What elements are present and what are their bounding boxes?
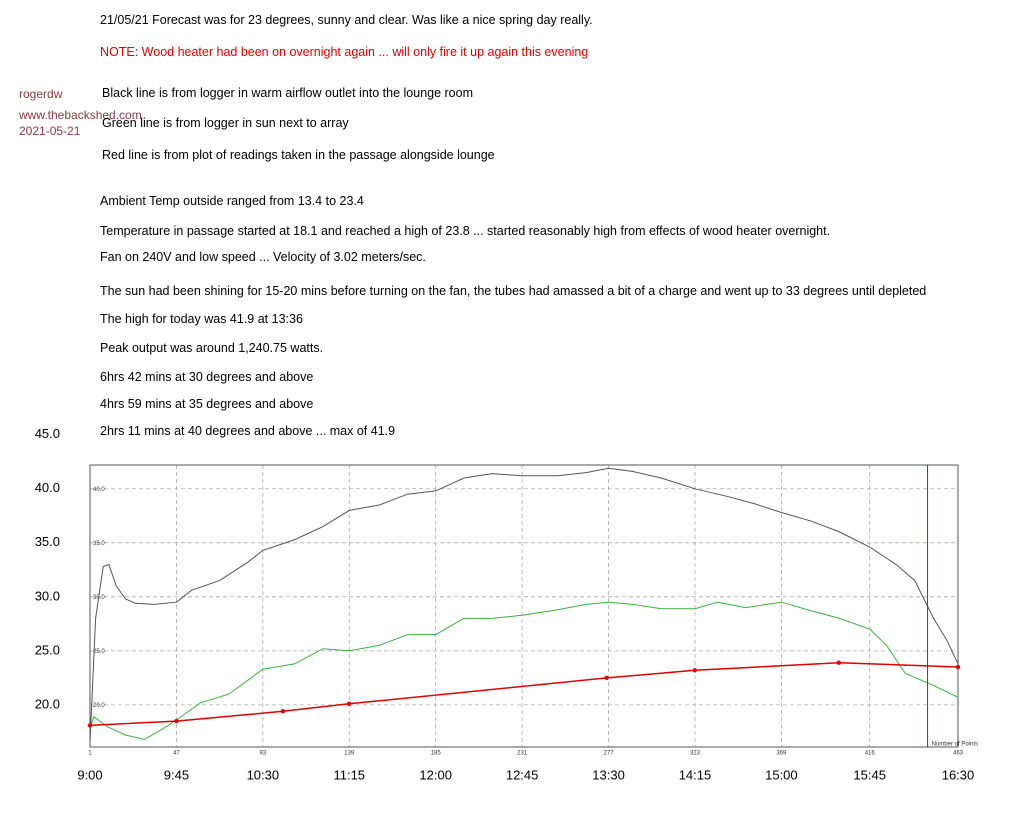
inner-x-tick-label: 185 [431,751,442,757]
series-line [89,661,959,727]
inner-x-tick-label: 47 [173,751,180,757]
y-tick-label: 40.0 [35,480,60,495]
inner-y-tick-label: 25.0 [93,649,105,655]
series-point [174,718,179,724]
y-tick-label: 45.0 [35,426,60,441]
inner-y-tick-label: 20.0 [93,703,105,709]
inner-x-tick-label: 369 [776,751,787,757]
note-line: Peak output was around 1,240.75 watts. [100,341,324,355]
inner-x-tick-label: 416 [865,751,876,757]
note-line: Ambient Temp outside ranged from 13.4 to… [100,194,364,208]
series-point [836,660,842,665]
note-line: Temperature in passage started at 18.1 a… [100,224,831,238]
inner-y-tick-label: 40.0 [93,487,105,493]
post-site[interactable]: www.thebackshed.com [19,108,142,122]
time-label: 13:30 [592,767,625,782]
y-tick-label: 30.0 [35,588,60,603]
series-line [89,601,959,740]
inner-x-tick-label: 1 [88,751,92,757]
inner-y-tick-label: 30.0 [93,595,105,601]
plot-frame [89,464,959,748]
time-label: 12:00 [419,767,452,782]
note-line: Black line is from logger in warm airflo… [102,86,474,100]
time-label: 9:45 [164,767,189,782]
note-line: The high for today was 41.9 at 13:36 [100,312,303,326]
time-label: 14:15 [679,767,712,782]
time-label: 11:15 [333,767,365,782]
inner-x-tick-label: 139 [344,751,355,757]
note-line: The sun had been shining for 15-20 mins … [100,284,927,298]
series-line [89,467,959,743]
note-line: 21/05/21 Forecast was for 23 degrees, su… [100,13,593,27]
inner-x-tick-label: 277 [604,751,615,757]
y-tick-label: 25.0 [35,642,60,657]
note-line: Green line is from logger in sun next to… [102,116,349,130]
inner-y-tick-label: 35.0 [93,541,105,547]
series-point [955,664,961,670]
time-label: 15:45 [853,767,886,782]
note-line: 4hrs 59 mins at 35 degrees and above [100,397,314,411]
inner-x-tick-label: 93 [260,751,267,757]
post-date: 2021-05-21 [19,124,81,138]
series-point [346,701,352,706]
note-line: Fan on 240V and low speed ... Velocity o… [100,250,426,264]
y-tick-label: 20.0 [35,696,60,711]
series-point [87,723,93,728]
series-point [692,668,697,673]
time-label: 16:30 [942,767,975,782]
note-line: NOTE: Wood heater had been on overnight … [100,45,589,59]
inner-x-tick-label: 463 [953,751,964,757]
post-author[interactable]: rogerdw [19,87,63,101]
series-point [604,675,609,681]
y-tick-label: 35.0 [35,534,60,549]
note-line: 6hrs 42 mins at 30 degrees and above [100,370,314,384]
x-axis-label: Number of Points [932,742,978,748]
series-point [280,709,286,714]
time-label: 9:00 [77,767,102,782]
inner-x-tick-label: 323 [690,751,701,757]
time-label: 10:30 [247,767,280,782]
note-line: 2hrs 11 mins at 40 degrees and above ...… [100,424,396,438]
time-label: 15:00 [765,767,798,782]
note-line: Red line is from plot of readings taken … [102,148,495,162]
time-label: 12:45 [506,767,539,782]
inner-x-tick-label: 231 [517,751,528,757]
